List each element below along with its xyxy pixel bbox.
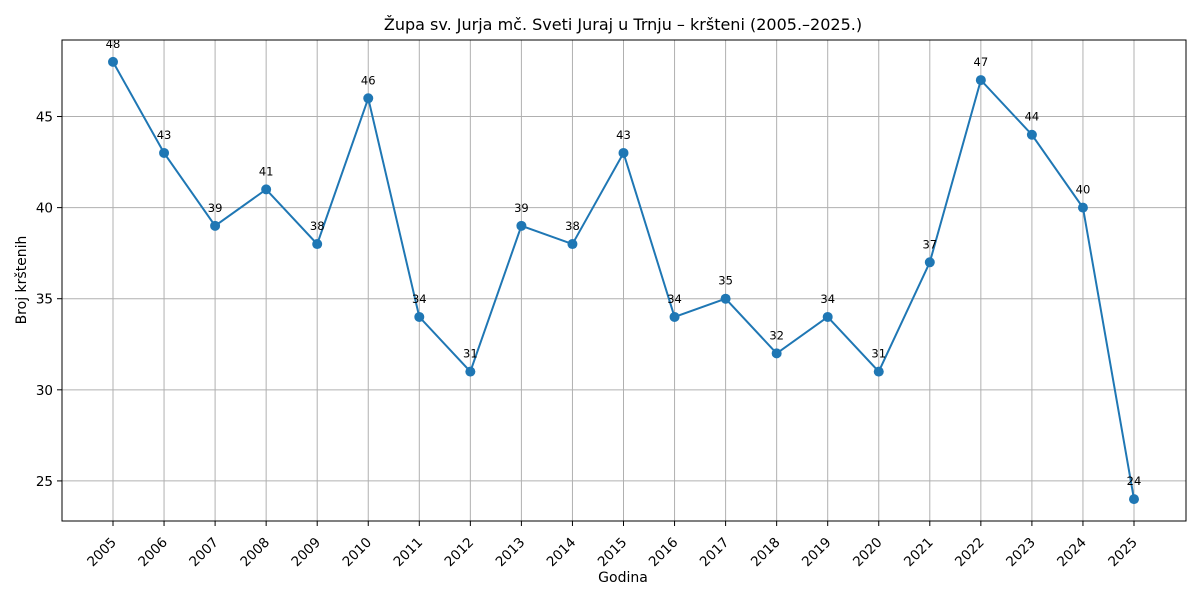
data-label: 40 xyxy=(1076,183,1091,197)
data-point xyxy=(975,75,986,86)
x-tick-label: 2023 xyxy=(1003,535,1039,571)
x-tick-label: 2013 xyxy=(493,535,529,571)
data-label: 46 xyxy=(361,73,376,87)
data-point xyxy=(363,93,374,104)
data-point xyxy=(516,220,527,231)
x-tick-label: 2007 xyxy=(186,535,222,571)
axis-ticks: 2005 2006 2007 2008 2009 2010 2011 2012 2013 2014… xyxy=(36,110,1141,571)
x-axis-label: Godina xyxy=(598,570,648,586)
x-tick-label: 2010 xyxy=(339,535,375,571)
data-point xyxy=(159,147,170,158)
data-label: 34 xyxy=(667,292,682,306)
data-point xyxy=(720,293,731,304)
data-label: 37 xyxy=(922,237,937,251)
chart-title: Župa sv. Jurja mč. Sveti Juraj u Trnju –… xyxy=(384,15,862,34)
data-label: 34 xyxy=(820,292,835,306)
data-label: 31 xyxy=(871,347,886,361)
x-tick-label: 2011 xyxy=(391,535,427,571)
data-point xyxy=(1077,202,1088,213)
x-tick-label: 2019 xyxy=(799,535,835,571)
data-point xyxy=(924,257,935,268)
x-tick-label: 2021 xyxy=(901,535,937,571)
data-point xyxy=(669,311,680,322)
plot-frame xyxy=(61,39,1187,522)
data-point xyxy=(1129,494,1139,505)
data-label: 41 xyxy=(259,164,274,178)
x-tick-label: 2015 xyxy=(595,535,631,571)
x-tick-label: 2024 xyxy=(1054,535,1090,571)
data-point xyxy=(414,311,425,322)
data-label: 39 xyxy=(514,201,529,215)
x-tick-label: 2014 xyxy=(544,535,580,571)
data-label: 43 xyxy=(616,128,631,142)
x-tick-label: 2022 xyxy=(952,535,988,571)
x-tick-label: 2008 xyxy=(237,535,273,571)
data-label: 35 xyxy=(718,274,733,288)
x-tick-label: 2025 xyxy=(1105,535,1141,571)
x-tick-label: 2005 xyxy=(84,535,120,571)
data-label: 43 xyxy=(157,128,172,142)
data-point xyxy=(1026,129,1037,140)
data-label: 48 xyxy=(106,37,121,51)
data-labels: 48 43 39 41 38 46 34 31 39 38 43 34 35 32 34 31 37 47 44 40… xyxy=(106,37,1142,488)
y-tick-label: 25 xyxy=(36,474,53,490)
data-label: 32 xyxy=(769,328,784,342)
x-tick-label: 2017 xyxy=(697,535,733,571)
x-tick-label: 2006 xyxy=(135,535,171,571)
x-tick-label: 2009 xyxy=(288,535,324,571)
data-point xyxy=(312,239,323,250)
data-point xyxy=(822,311,833,322)
y-tick-label: 40 xyxy=(36,201,53,217)
x-tick-label: 2012 xyxy=(442,535,478,571)
data-points xyxy=(108,56,1139,505)
x-tick-label: 2020 xyxy=(850,535,886,571)
y-axis-label: Broj krštenih xyxy=(14,236,30,325)
data-label: 38 xyxy=(310,219,325,233)
data-point xyxy=(261,184,272,195)
x-tick-label: 2016 xyxy=(646,535,682,571)
data-point xyxy=(567,239,578,250)
data-point xyxy=(465,366,476,377)
data-point xyxy=(210,220,221,231)
y-tick-label: 45 xyxy=(36,110,53,126)
data-label: 34 xyxy=(412,292,427,306)
data-label: 47 xyxy=(974,55,989,69)
data-label: 39 xyxy=(208,201,223,215)
data-label: 44 xyxy=(1025,110,1040,124)
data-label: 38 xyxy=(565,219,580,233)
data-point xyxy=(873,366,884,377)
grid xyxy=(62,40,1186,521)
data-label: 31 xyxy=(463,347,478,361)
data-label: 24 xyxy=(1127,474,1142,488)
data-point xyxy=(618,147,629,158)
y-tick-label: 35 xyxy=(36,292,53,308)
y-tick-label: 30 xyxy=(36,383,53,399)
data-point xyxy=(108,56,118,67)
data-point xyxy=(771,348,782,359)
x-tick-label: 2018 xyxy=(748,535,784,571)
